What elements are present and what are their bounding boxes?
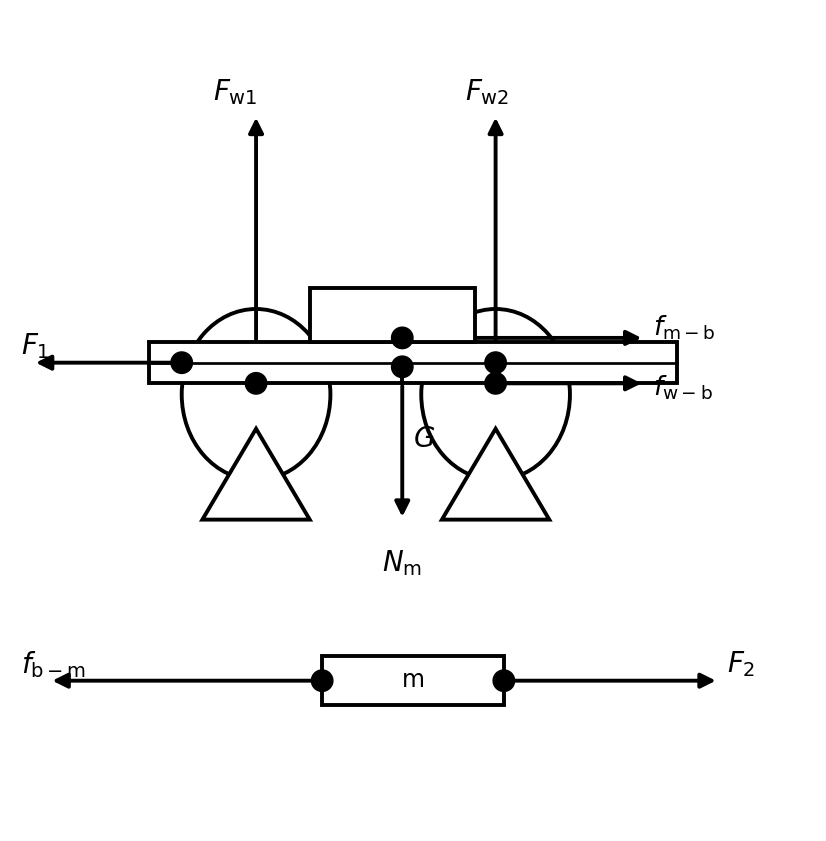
Bar [310,288,475,342]
Circle shape [245,373,267,394]
Text: $G$: $G$ [413,425,435,452]
Polygon shape [442,429,549,520]
Circle shape [485,373,506,394]
Circle shape [485,352,506,373]
Circle shape [171,352,192,373]
Bar [402,342,677,362]
Circle shape [311,670,333,691]
Text: $F_2$: $F_2$ [727,649,755,679]
Bar [149,342,677,383]
Text: $F_1$: $F_1$ [21,331,50,361]
Bar [322,656,504,706]
Text: $F_{\mathrm{w2}}$: $F_{\mathrm{w2}}$ [465,77,510,107]
Text: $N_{\mathrm{m}}$: $N_{\mathrm{m}}$ [382,548,422,579]
Ellipse shape [421,309,570,480]
Text: m: m [381,303,404,327]
Circle shape [493,670,515,691]
Circle shape [392,327,413,349]
Circle shape [392,356,413,378]
Text: m: m [401,668,425,692]
Polygon shape [202,429,310,520]
Text: $f_{\mathrm{b-m}}$: $f_{\mathrm{b-m}}$ [21,648,86,680]
Text: $f_{\mathrm{m-b}}$: $f_{\mathrm{m-b}}$ [653,314,715,342]
Text: $F_{\mathrm{w1}}$: $F_{\mathrm{w1}}$ [213,77,258,107]
Text: $f_{\mathrm{w-b}}$: $f_{\mathrm{w-b}}$ [653,373,712,402]
Ellipse shape [182,309,330,480]
